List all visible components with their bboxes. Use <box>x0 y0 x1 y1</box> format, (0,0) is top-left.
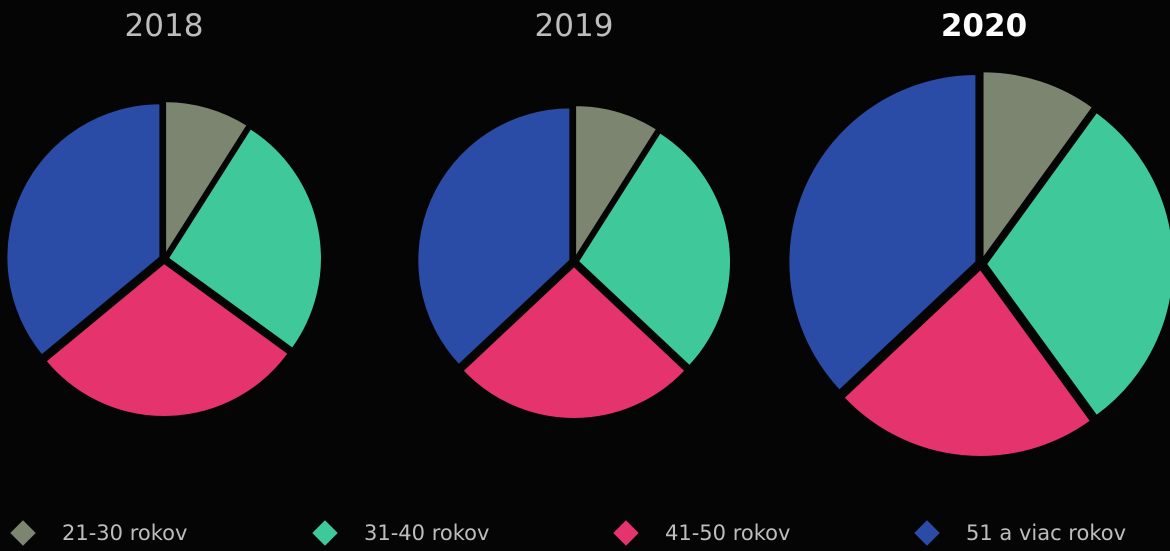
pie-slice-2019-21-30 <box>574 104 659 262</box>
legend-label-31-40: 31-40 rokov <box>364 521 490 545</box>
legend: 21-30 rokov 31-40 rokov 41-50 rokov 51 a… <box>0 515 1170 551</box>
legend-swatch-21-30 <box>10 520 36 546</box>
pie-slice-2020-51-plus <box>787 73 978 393</box>
pie-slice-2018-31-40 <box>166 126 323 351</box>
legend-swatch-41-50 <box>613 520 639 546</box>
legend-swatch-51-plus <box>914 520 940 546</box>
pie-slice-2018-41-50 <box>44 261 291 418</box>
pie-slice-2019-31-40 <box>576 130 732 368</box>
pie-charts <box>5 70 1170 458</box>
legend-label-21-30: 21-30 rokov <box>62 521 188 545</box>
legend-item-31-40: 31-40 rokov <box>312 515 490 551</box>
chart-title-2020: 2020 <box>940 8 1028 44</box>
pie-slice-2020-41-50 <box>842 267 1093 458</box>
pie-slice-2018-21-30 <box>164 100 250 259</box>
pie-slice-2020-21-30 <box>981 70 1095 263</box>
legend-item-41-50: 41-50 rokov <box>613 515 791 551</box>
pie-slice-2019-41-50 <box>461 264 687 420</box>
pie-slice-2020-31-40 <box>984 110 1170 418</box>
legend-swatch-31-40 <box>312 520 338 546</box>
legend-item-21-30: 21-30 rokov <box>10 515 188 551</box>
pie-slice-2018-51-plus <box>5 102 162 357</box>
chart-title-2019: 2019 <box>534 8 614 44</box>
pie-slice-2019-51-plus <box>416 106 572 367</box>
legend-item-51-plus: 51 a viac rokov <box>914 515 1127 551</box>
chart-title-2018: 2018 <box>124 8 204 44</box>
legend-label-41-50: 41-50 rokov <box>665 521 791 545</box>
legend-label-51-plus: 51 a viac rokov <box>966 521 1127 545</box>
